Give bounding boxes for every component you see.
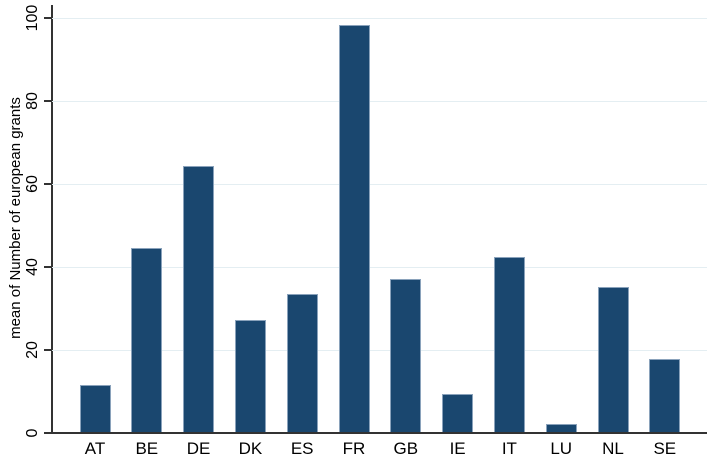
x-axis-line [51, 432, 707, 434]
y-tick-label-80: 80 [24, 92, 41, 111]
y-tick-label-60: 60 [24, 175, 41, 194]
x-tick-label-ES: ES [290, 439, 314, 458]
y-axis-line [51, 5, 53, 434]
bar-ES [286, 294, 318, 433]
x-tick-label-FR: FR [342, 439, 366, 458]
x-tick-label-AT: AT [84, 439, 106, 458]
y-tick-40 [44, 266, 52, 269]
bar-GB [390, 278, 422, 433]
x-tick-label-GB: GB [393, 439, 419, 458]
y-tick-20 [44, 349, 52, 352]
y-tick-60 [44, 183, 52, 186]
x-tick-label-LU: LU [550, 439, 573, 458]
plot-area [52, 5, 707, 433]
x-tick-label-NL: NL [602, 439, 624, 458]
gridline-y-100 [52, 18, 707, 20]
x-tick-label-BE: BE [135, 439, 159, 458]
y-tick-80 [44, 100, 52, 103]
bar-BE [131, 248, 163, 433]
bar-IE [442, 393, 474, 433]
x-tick-label-SE: SE [653, 439, 677, 458]
bar-DK [234, 319, 266, 433]
x-tick-label-IE: IE [449, 439, 466, 458]
x-tick-label-IT: IT [501, 439, 517, 458]
y-tick-label-100: 100 [24, 4, 41, 32]
y-tick-label-0: 0 [24, 428, 41, 438]
bar-IT [493, 256, 525, 433]
x-tick-label-DK: DK [238, 439, 263, 458]
bar-FR [338, 25, 370, 433]
y-tick-label-20: 20 [24, 341, 41, 359]
y-tick-100 [44, 17, 52, 20]
gridline-y-20 [52, 350, 707, 352]
bar-SE [649, 358, 681, 433]
bar-DE [183, 165, 215, 433]
x-tick-label-DE: DE [186, 439, 211, 458]
y-tick-label-40: 40 [24, 258, 41, 277]
gridline-y-60 [52, 184, 707, 186]
y-tick-0 [44, 432, 52, 434]
bar-NL [597, 287, 629, 433]
bar-AT [79, 385, 111, 433]
gridline-y-40 [52, 267, 707, 269]
gridline-y-80 [52, 101, 707, 103]
